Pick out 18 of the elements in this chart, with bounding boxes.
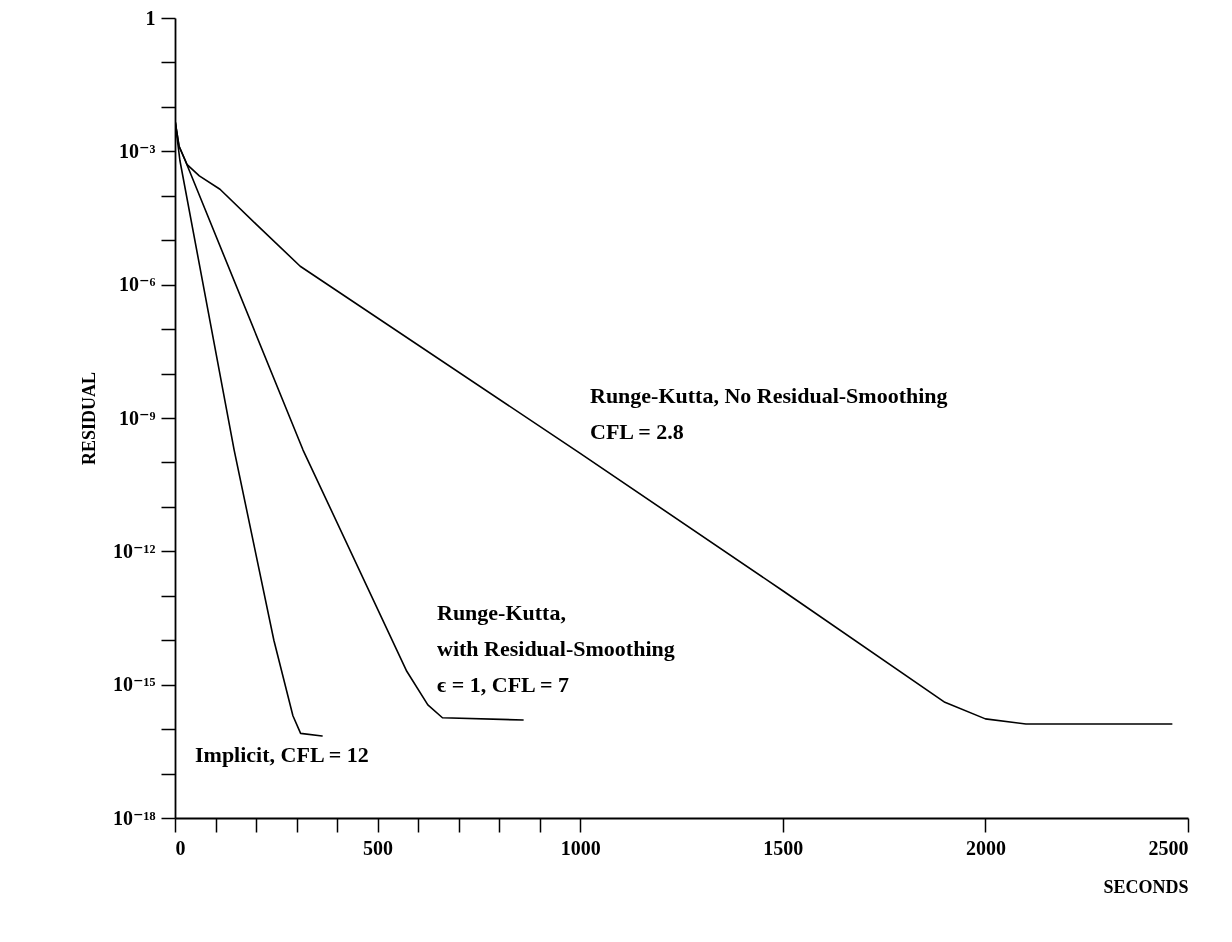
x-tick-label: 1500 [763,836,804,859]
y-axis-title: RESIDUAL [78,371,99,466]
y-tick-label: 10⁻⁹ [118,406,156,429]
y-tick-label: 10⁻¹⁵ [112,673,156,696]
x-tick-label: 0 [175,836,186,859]
y-tick-label: 1 [145,6,156,29]
y-tick-label: 10⁻³ [118,139,156,162]
annotation: Runge-Kutta, No Residual-Smoothing CFL = 2.8 [590,383,948,444]
x-tick-label: 1000 [560,836,601,859]
y-tick-label: 10⁻¹⁸ [112,806,156,829]
x-tick-label: 2000 [965,836,1006,859]
y-tick-label: 10⁻⁶ [118,273,156,296]
y-tick-label: 10⁻¹² [112,539,156,562]
annotation: Runge-Kutta, with Residual-Smoothing ϵ = 1, CFL = 7 [437,600,675,697]
x-axis-title: SECONDS [1103,876,1189,897]
x-tick-label: 500 [363,836,394,859]
annotation: Implicit, CFL = 12 [195,742,369,767]
x-tick-label: 2500 [1148,836,1189,859]
